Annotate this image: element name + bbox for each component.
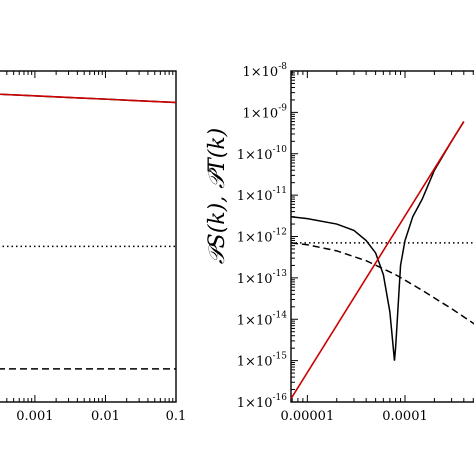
right-series-group — [290, 121, 474, 400]
right-y-tick-label: 1×10-13 — [237, 269, 287, 287]
right-y-tick-label: 1×10-9 — [243, 103, 288, 121]
right-y-tick-label: 1×10-14 — [237, 310, 287, 328]
left-series-line-1-solid — [0, 93, 177, 104]
right-y-tick-label: 1×10-11 — [237, 186, 287, 204]
left-plot-frame — [0, 70, 177, 403]
right-x-ticks: 0.00001 0.0001 — [280, 71, 474, 424]
left-x-tick-label: 0.001 — [16, 409, 53, 424]
right-y-tick-label: 1×10-10 — [237, 145, 287, 163]
right-y-tick-label: 1×10-8 — [243, 62, 288, 80]
left-series-group — [0, 93, 177, 370]
left-x-tick-label: 0.01 — [91, 409, 120, 424]
right-series-line-1-solid — [290, 121, 465, 400]
left-x-ticks: 0.001 0.01 0.1 — [6, 71, 187, 424]
right-series-line-0-solid — [290, 121, 465, 361]
right-panel: 𝒫S(k), 𝒫T(k) 0.00001 0.0001 1×10-161×10-1… — [205, 62, 474, 424]
left-panel: 0.001 0.01 0.1 — [0, 70, 187, 424]
right-y-axis-label: 𝒫S(k), 𝒫T(k) — [205, 128, 230, 264]
right-plot-frame — [290, 70, 474, 403]
right-y-tick-label: 1×10-12 — [237, 228, 287, 246]
right-y-ticks: 1×10-16 1×10-15 1×10-14 1×10-13 1×10-12 1×10-… — [237, 62, 298, 411]
right-x-tick-label: 0.00001 — [280, 409, 334, 424]
right-x-tick-label: 0.0001 — [382, 409, 428, 424]
right-y-tick-label: 1×10-16 — [237, 393, 287, 411]
right-y-tick-label: 1×10-15 — [237, 352, 287, 370]
right-series-line-3-dashed — [290, 242, 474, 325]
left-x-tick-label: 0.1 — [166, 409, 187, 424]
